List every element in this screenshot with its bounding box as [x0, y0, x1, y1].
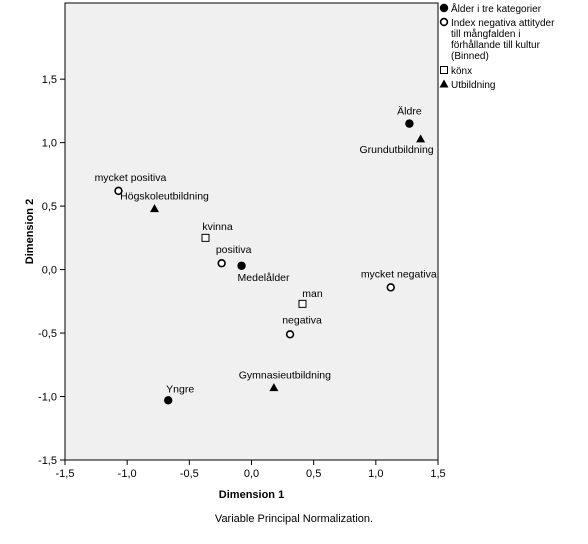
legend-label: könx [451, 66, 472, 77]
data-point [386, 283, 395, 292]
legend-label: Ålder i tre kategorier [451, 2, 542, 15]
x-tick-label: 1,5 [430, 468, 445, 480]
data-point [114, 186, 123, 196]
y-tick-label: -0,5 [38, 328, 57, 340]
chart-caption: Variable Principal Normalization. [214, 513, 374, 525]
data-label: positiva [216, 244, 252, 256]
x-tick-label: -1,0 [118, 468, 137, 480]
legend-label: (Binned) [451, 51, 489, 62]
y-tick-label: -1,5 [38, 455, 57, 467]
x-tick-label: 0,0 [244, 468, 259, 480]
legend-marker [439, 17, 449, 27]
data-label: Medelålder [238, 272, 290, 284]
data-point [217, 259, 226, 268]
data-label: Grundutbildning [360, 144, 434, 156]
data-label: Högskoleutbildning [120, 191, 209, 203]
legend-label: förhållande till kultur [451, 39, 541, 51]
legend-label: Utbildning [451, 80, 495, 91]
legend-label: till mångfalden i [451, 28, 520, 40]
data-point [201, 233, 210, 242]
y-tick-label: -1,0 [38, 392, 57, 404]
y-tick-label: 1,0 [42, 138, 57, 150]
data-label: man [302, 288, 323, 300]
data-point [405, 119, 414, 128]
y-axis-title: Dimension 2 [24, 199, 36, 264]
data-point [163, 396, 173, 405]
legend-marker [439, 79, 449, 88]
data-point [150, 204, 160, 213]
x-tick-label: 0,5 [306, 468, 321, 480]
data-label: negativa [282, 314, 322, 326]
legend-marker [439, 3, 449, 13]
y-tick-label: 1,5 [42, 74, 57, 86]
data-label: Yngre [166, 383, 194, 395]
y-tick-label: 0,5 [42, 201, 57, 213]
x-tick-label: 1,0 [368, 468, 383, 480]
legend-marker [440, 66, 448, 74]
data-point [298, 299, 307, 308]
y-tick-label: 0,0 [42, 265, 57, 277]
data-point [237, 261, 246, 270]
data-point [416, 134, 426, 143]
data-point [269, 383, 279, 392]
data-label: mycket positiva [95, 172, 167, 184]
data-label: kvinna [202, 221, 233, 233]
x-axis-title: Dimension 1 [219, 489, 284, 501]
data-label: mycket negativa [361, 268, 437, 280]
data-label: Äldre [397, 106, 422, 118]
x-tick-label: -1,5 [56, 468, 75, 480]
data-point [285, 330, 295, 339]
x-tick-label: -0,5 [180, 468, 199, 480]
data-label: Gymnasieutbildning [239, 370, 331, 382]
legend-label: Index negativa attityder [451, 18, 555, 29]
plot-area [64, 2, 439, 461]
